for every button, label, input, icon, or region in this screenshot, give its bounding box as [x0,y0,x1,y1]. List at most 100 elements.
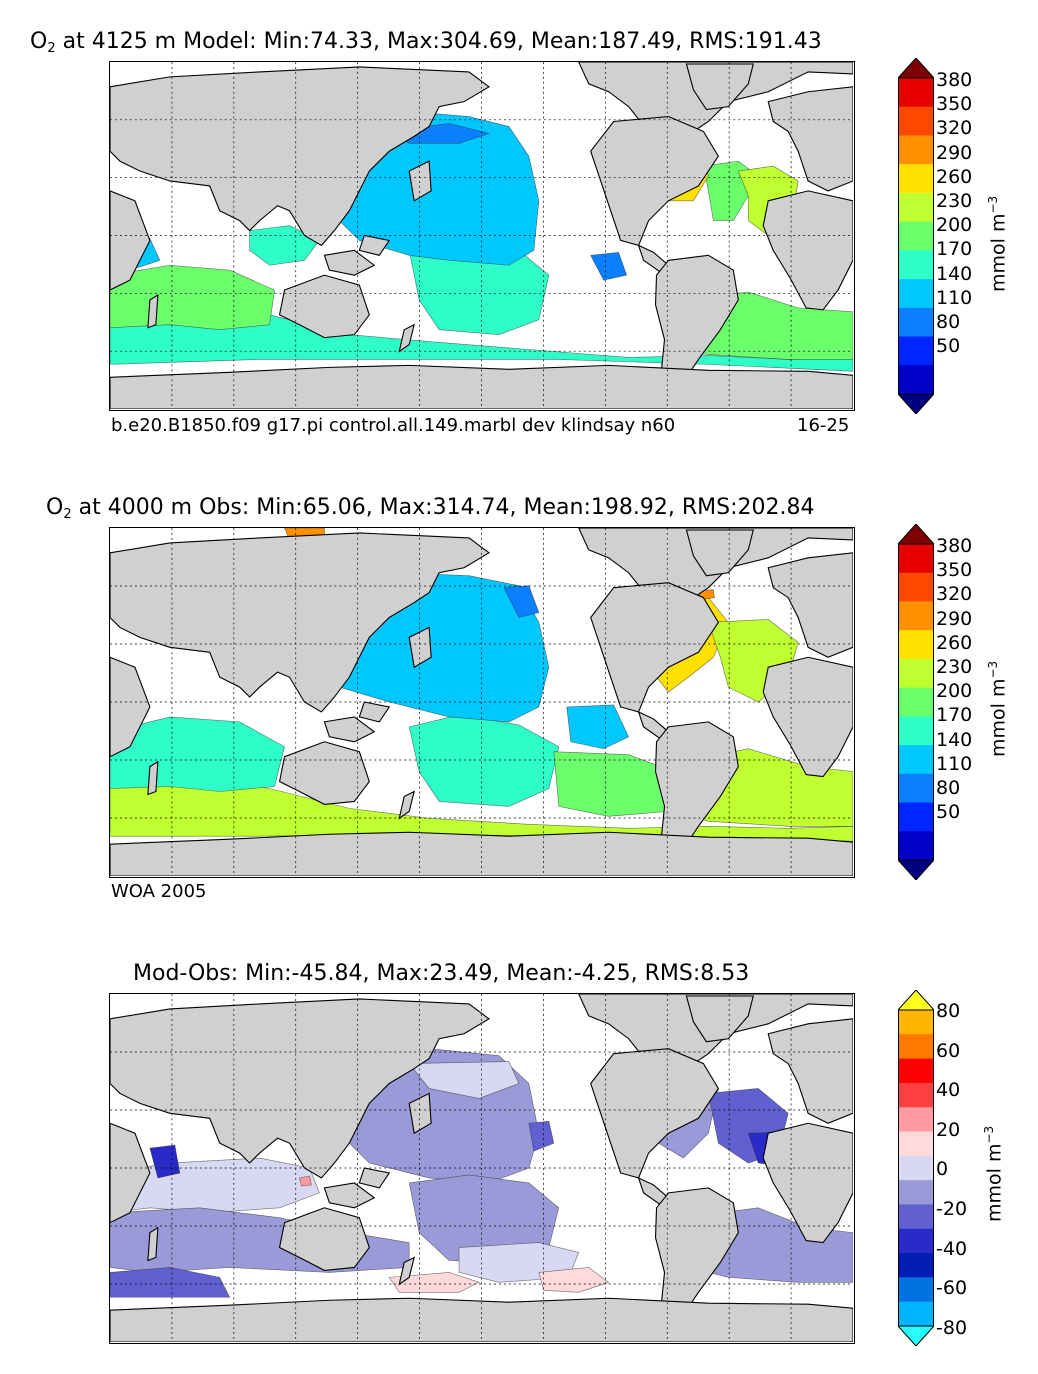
land-mass [358,234,391,256]
field-region [408,1061,520,1099]
land-mass [398,790,416,820]
colorbar-tick-label: 380 [936,535,973,557]
colorbar-segment [898,250,934,280]
colorbar-tick-label: -60 [936,1277,968,1300]
colorbar-tick-label: 200 [936,680,973,703]
land-mass [110,190,151,291]
colorbar-segment [898,78,934,108]
colorbar-segment [898,773,934,804]
colorbar-segment [898,572,934,602]
colorbar-tick-label: 20 [936,1118,961,1141]
land-mass [408,626,432,669]
field-region [566,704,630,750]
colorbar-tick-label: 350 [936,559,973,582]
colorbar-segment [898,658,934,689]
colorbar-tick-label: -40 [936,1237,968,1260]
land-mass [358,701,391,723]
land-mass [323,1182,376,1209]
land-mass [685,529,754,577]
colorbar-segment [898,1107,934,1133]
colorbar-segment [898,1277,934,1303]
colorbar-frame [898,77,934,395]
land-mass [323,716,376,743]
colorbar-tick-label: 50 [936,335,961,358]
land-mass [408,1092,432,1135]
colorbar-segment [898,1082,934,1108]
colorbar-tick-label: 140 [936,262,973,285]
colorbar-tick-label: 320 [936,583,973,606]
colorbar-extend-max [896,57,936,79]
colorbar-segment [898,1301,934,1327]
colorbar-segment [898,365,934,395]
colorbar-tick-label: 60 [936,1039,961,1062]
land-mass [590,115,720,247]
field-region [110,1267,231,1298]
colorbar-segment [898,601,934,631]
land-mass [110,998,490,1179]
land-mass [323,249,376,276]
land-mass [147,760,159,796]
field-region [299,1175,312,1187]
colorbar-extend-max [896,523,936,545]
colorbar-segment [898,630,934,660]
land-mass [762,1122,853,1244]
colorbar-tick-label: 320 [936,117,973,140]
colorbar-unit-label: mmol m−3 [986,660,1010,757]
colorbar-unit-label: mmol m−3 [986,195,1010,292]
colorbar-segment [898,687,934,717]
colorbar-obs [896,523,936,881]
land-mass [590,1048,720,1179]
colorbar-tick-label: 140 [936,728,973,751]
colorbar-segment [898,716,934,746]
land-mass [278,1207,370,1271]
colorbar-tick-label: 0 [936,1158,949,1181]
colorbar-segment [898,544,934,574]
colorbar-segment [898,135,934,165]
land-mass [685,63,754,111]
colorbar-unit-label: mmol m−3 [982,1125,1006,1222]
colorbar-tick-label: 230 [936,656,973,678]
colorbar-segment [898,221,934,251]
land-mass [110,66,490,247]
colorbar-frame [898,1009,934,1327]
land-mass [685,995,754,1043]
colorbar-tick-label: 260 [936,631,973,654]
colorbar-segment [898,279,934,309]
field-region [249,225,320,266]
colorbar-tick-label: 260 [936,165,973,188]
field-region [590,252,628,281]
land-mass [767,552,853,658]
colorbar-segment [898,1155,934,1181]
land-mass [762,656,853,778]
colorbar-tick-label: 200 [936,214,973,237]
colorbar-segment [898,802,934,832]
obs-source-caption: WOA 2005 [111,881,207,902]
colorbar-tick-label: 80 [936,311,961,333]
colorbar-tick-label: -20 [936,1198,968,1220]
run-name-caption: b.e20.B1850.f09 g17.pi control.all.149.m… [111,415,676,436]
colorbar-tick-label: 170 [936,704,973,727]
land-mass [278,274,370,339]
land-mass [590,582,720,713]
colorbar-segment [898,831,934,861]
land-mass [147,1226,159,1262]
colorbar-tick-label: 230 [936,190,973,212]
land-mass [110,532,490,713]
land-mass [408,160,432,202]
panel-title-model: O2 at 4125 m Model: Min:74.33, Max:304.6… [30,29,822,57]
map-obs [109,527,855,878]
colorbar-segment [898,1204,934,1230]
land-mass [278,741,370,805]
colorbar-segment [898,1010,934,1035]
colorbar-tick-label: 290 [936,607,973,630]
colorbar-extend-min [896,393,936,415]
colorbar-tick-label: 80 [936,777,961,799]
colorbar-segment [898,164,934,194]
colorbar-segment [898,336,934,366]
colorbar-segment [898,1131,934,1157]
colorbar-tick-label: 170 [936,238,973,261]
map-model [109,61,855,411]
land-mass [398,1256,416,1286]
colorbar-segment [898,1180,934,1205]
land-mass [767,86,853,192]
